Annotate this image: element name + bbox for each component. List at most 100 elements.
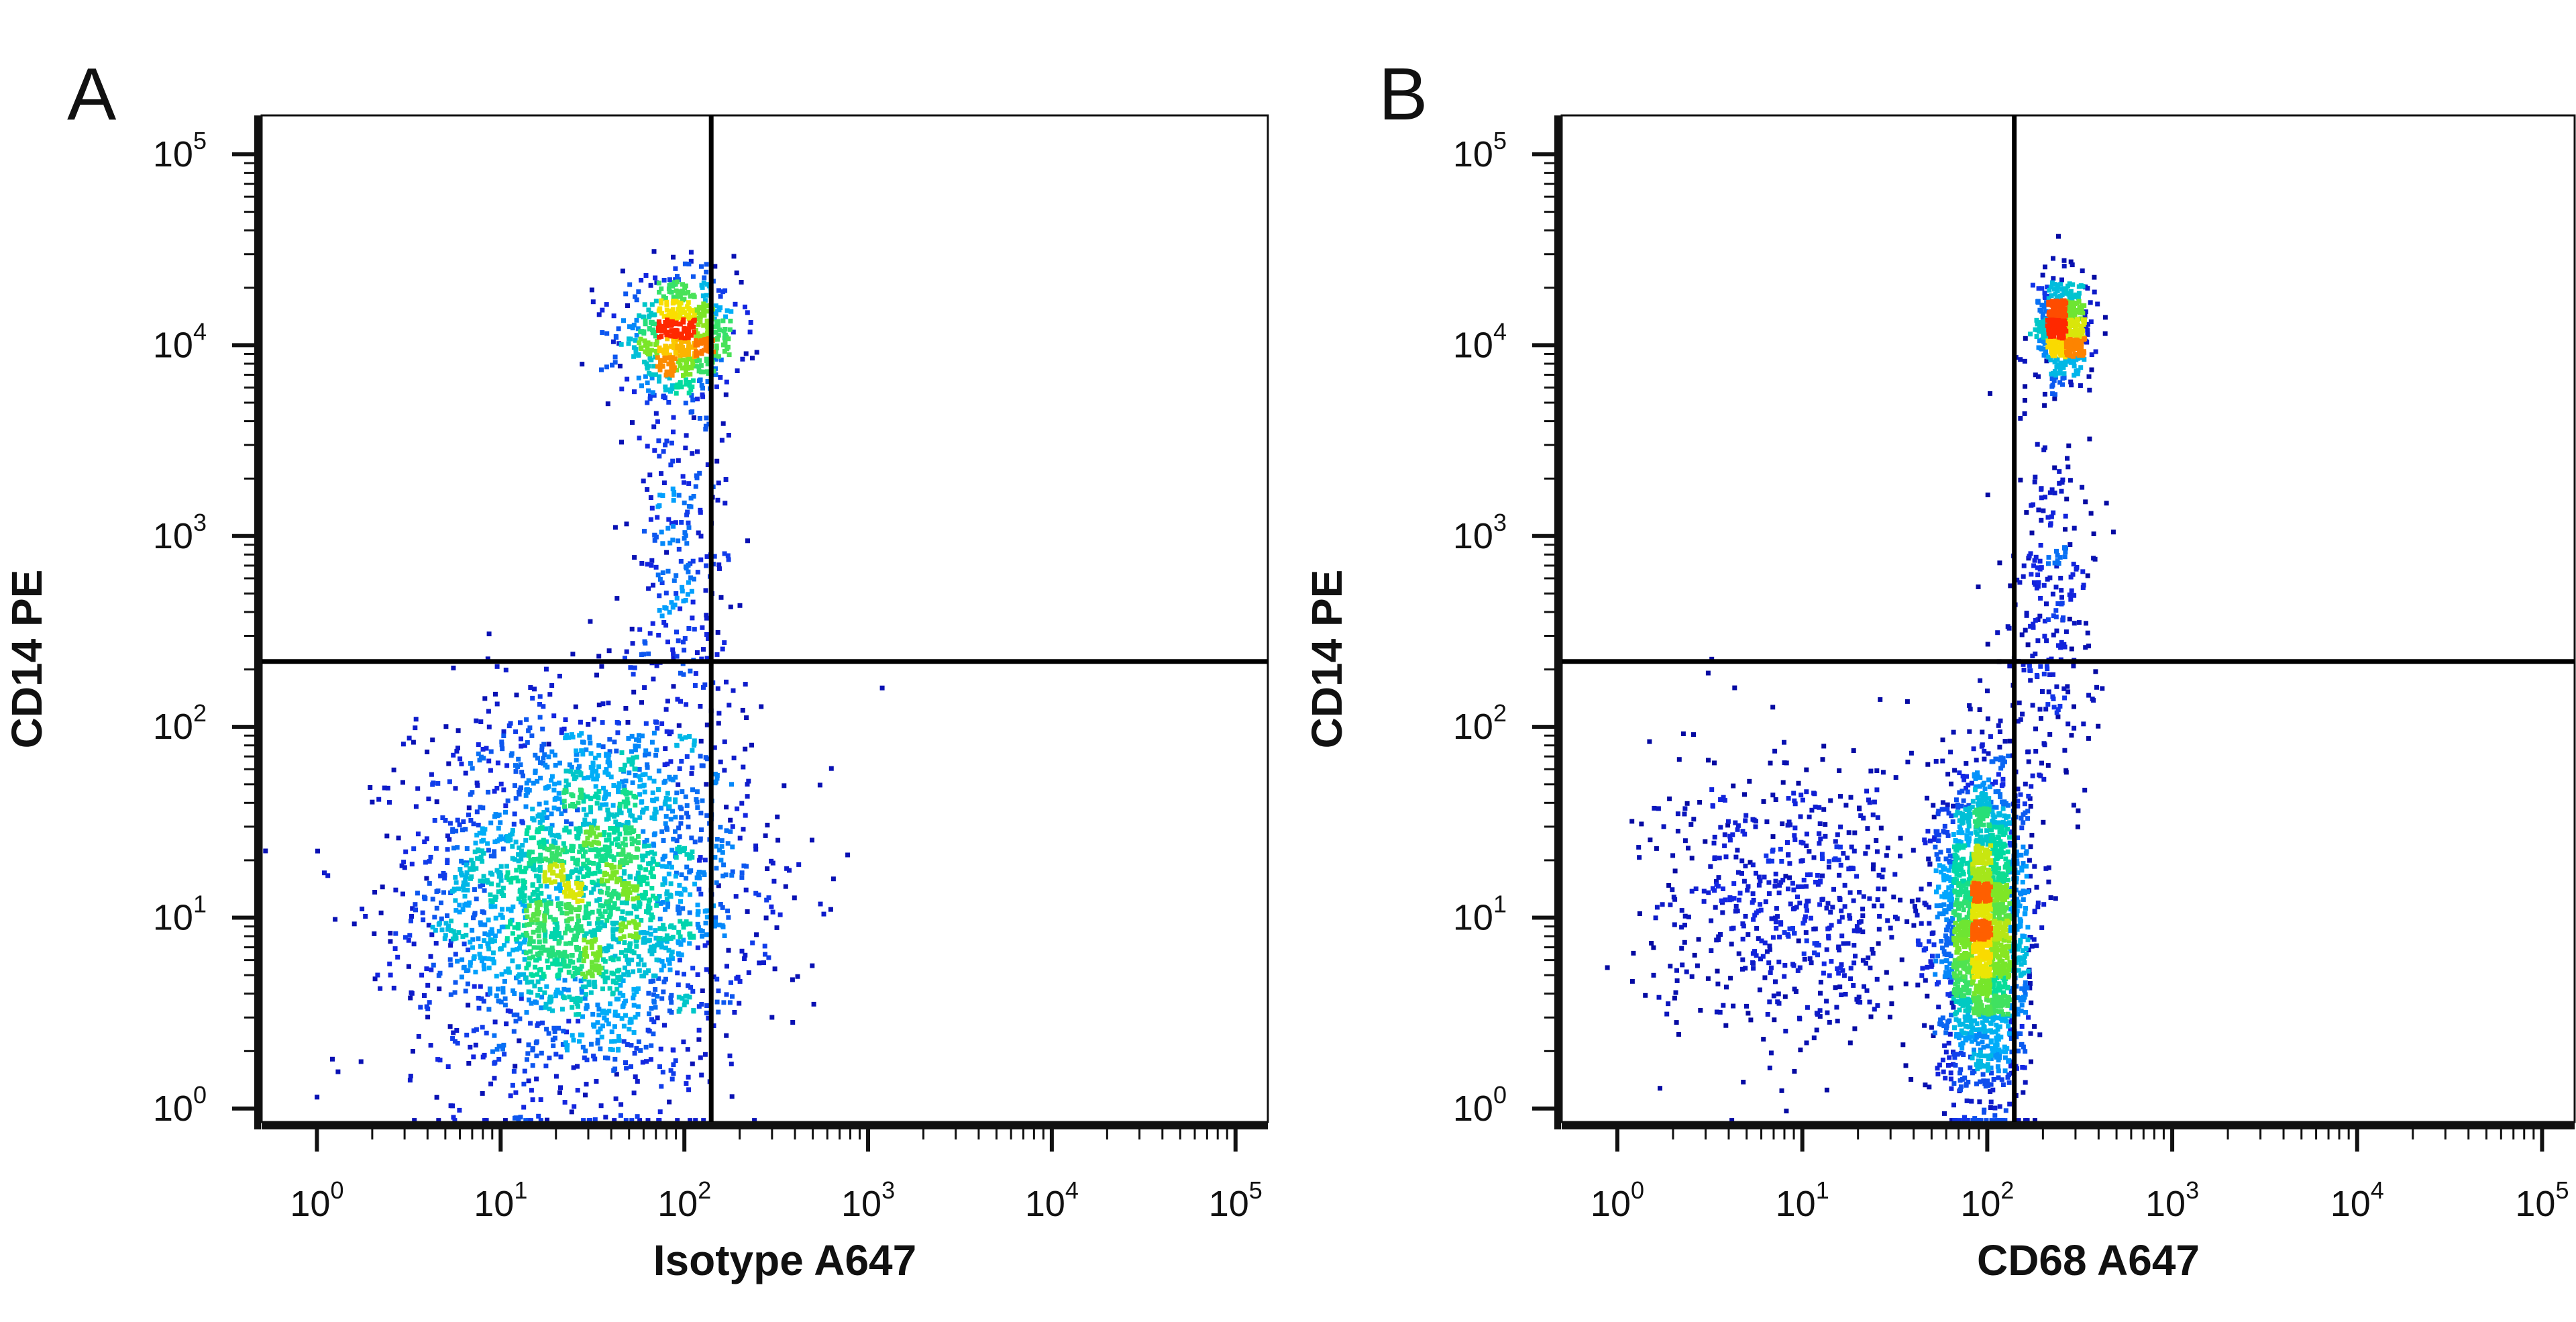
event-dot: [1801, 798, 1805, 803]
event-dot: [604, 802, 608, 807]
event-dot: [669, 368, 674, 372]
event-dot: [647, 313, 651, 318]
event-dot: [514, 769, 519, 774]
event-dot: [1803, 957, 1807, 962]
event-dot: [595, 1020, 600, 1025]
event-dot: [1872, 904, 1876, 909]
event-dot: [692, 494, 696, 499]
event-dot: [604, 862, 609, 867]
event-dot: [667, 387, 672, 392]
event-dot: [577, 850, 582, 854]
event-dot: [2036, 580, 2041, 584]
event-dot: [429, 855, 433, 860]
event-dot: [743, 747, 747, 752]
event-dot: [2018, 357, 2023, 362]
event-dot: [669, 729, 674, 734]
event-dot: [583, 996, 588, 1001]
event-dot: [667, 961, 672, 966]
event-dot: [743, 813, 748, 818]
event-dot: [700, 625, 704, 630]
event-dot: [655, 943, 659, 948]
event-dot: [2047, 689, 2051, 694]
event-dot: [620, 1016, 625, 1021]
event-dot: [1767, 999, 1772, 1004]
event-dot: [1812, 1035, 1817, 1040]
event-dot: [497, 837, 502, 842]
event-dot: [1924, 903, 1929, 907]
event-dot: [1951, 1052, 1956, 1057]
event-dot: [542, 990, 547, 995]
event-dot: [416, 831, 421, 836]
event-dot: [705, 319, 710, 323]
event-dot: [674, 591, 678, 596]
event-dot: [1951, 730, 1956, 735]
event-dot: [607, 832, 612, 837]
event-dot: [537, 878, 541, 883]
event-dot: [1727, 897, 1732, 902]
event-dot: [579, 882, 584, 886]
event-dot: [1857, 807, 1862, 811]
event-dot: [516, 974, 521, 979]
event-dot: [2089, 511, 2094, 516]
event-dot: [510, 958, 515, 963]
event-dot: [676, 697, 680, 702]
event-dot: [1951, 819, 1955, 824]
event-dot: [438, 1058, 443, 1062]
event-dot: [1670, 887, 1674, 892]
event-dot: [686, 1047, 690, 1052]
event-dot: [1926, 857, 1931, 862]
event-dot: [1894, 775, 1898, 780]
event-dot: [1818, 880, 1823, 884]
event-dot: [692, 882, 697, 886]
event-dot: [427, 881, 432, 886]
event-dot: [674, 573, 678, 578]
event-dot: [2068, 617, 2072, 621]
event-dot: [384, 833, 389, 838]
event-dot: [627, 770, 631, 775]
event-dot: [667, 797, 672, 802]
event-dot: [537, 867, 542, 872]
event-dot: [499, 782, 504, 786]
event-dot: [1947, 859, 1951, 864]
event-dot: [1864, 789, 1869, 793]
event-dot: [1744, 1004, 1749, 1009]
event-dot: [448, 821, 453, 825]
event-dot: [720, 647, 725, 652]
event-dot: [263, 849, 268, 854]
event-dot: [496, 999, 501, 1003]
event-dot: [704, 921, 708, 925]
event-dot: [713, 772, 718, 776]
event-dot: [2072, 803, 2076, 807]
event-dot: [715, 837, 720, 842]
event-dot: [2025, 816, 2030, 821]
event-dot: [676, 905, 680, 909]
event-dot: [549, 901, 553, 906]
event-dot: [714, 459, 719, 464]
event-dot: [588, 809, 593, 814]
event-dot: [678, 1007, 682, 1011]
event-dot: [724, 393, 729, 397]
event-dot: [681, 640, 686, 644]
event-dot: [525, 980, 530, 984]
event-dot: [653, 928, 657, 933]
event-dot: [670, 1077, 675, 1082]
event-dot: [588, 735, 592, 740]
event-dot: [1948, 854, 1953, 858]
event-dot: [692, 330, 696, 335]
event-dot: [1985, 689, 1990, 693]
event-dot: [584, 1082, 589, 1086]
event-dot: [2020, 1024, 2025, 1029]
event-dot: [1817, 831, 1821, 836]
event-dot: [659, 721, 664, 726]
event-dot: [387, 962, 392, 966]
event-dot: [557, 761, 562, 766]
event-dot: [1776, 960, 1781, 964]
event-dot: [547, 895, 551, 899]
event-dot: [716, 687, 720, 691]
event-dot: [665, 370, 669, 374]
event-dot: [1869, 1015, 1874, 1019]
event-dot: [2022, 668, 2027, 672]
event-dot: [704, 270, 708, 274]
event-dot: [1801, 921, 1805, 925]
event-dot: [486, 790, 490, 795]
